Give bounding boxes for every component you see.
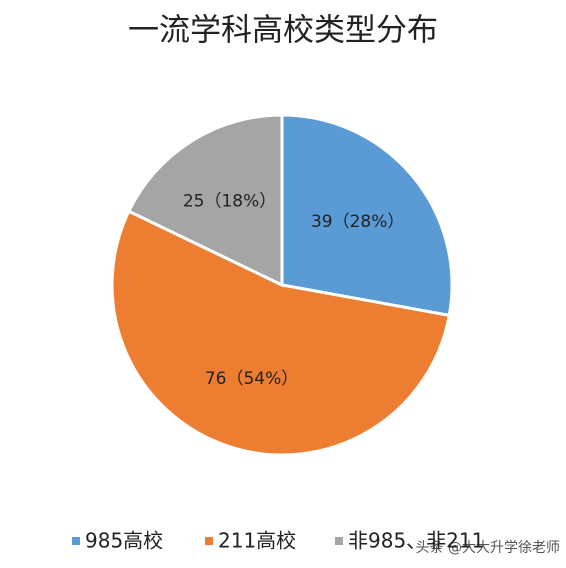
legend-label: 非985、非211 — [348, 529, 484, 553]
watermark: 头条 @大大升学徐老师 — [416, 539, 560, 556]
legend-label: 211高校 — [218, 529, 296, 553]
data-label: 39（28%） — [311, 212, 404, 232]
legend-swatch — [72, 537, 80, 545]
chart-title: 一流学科高校类型分布 — [128, 13, 438, 49]
data-label: 76（54%） — [205, 369, 298, 389]
pie-slice — [110, 209, 452, 457]
legend-label: 985高校 — [85, 529, 163, 553]
legend-swatch — [335, 537, 343, 545]
pie-slice — [280, 113, 454, 318]
legend-swatch — [205, 537, 213, 545]
pie-slice — [126, 113, 284, 288]
data-label: 25（18%） — [183, 192, 276, 212]
